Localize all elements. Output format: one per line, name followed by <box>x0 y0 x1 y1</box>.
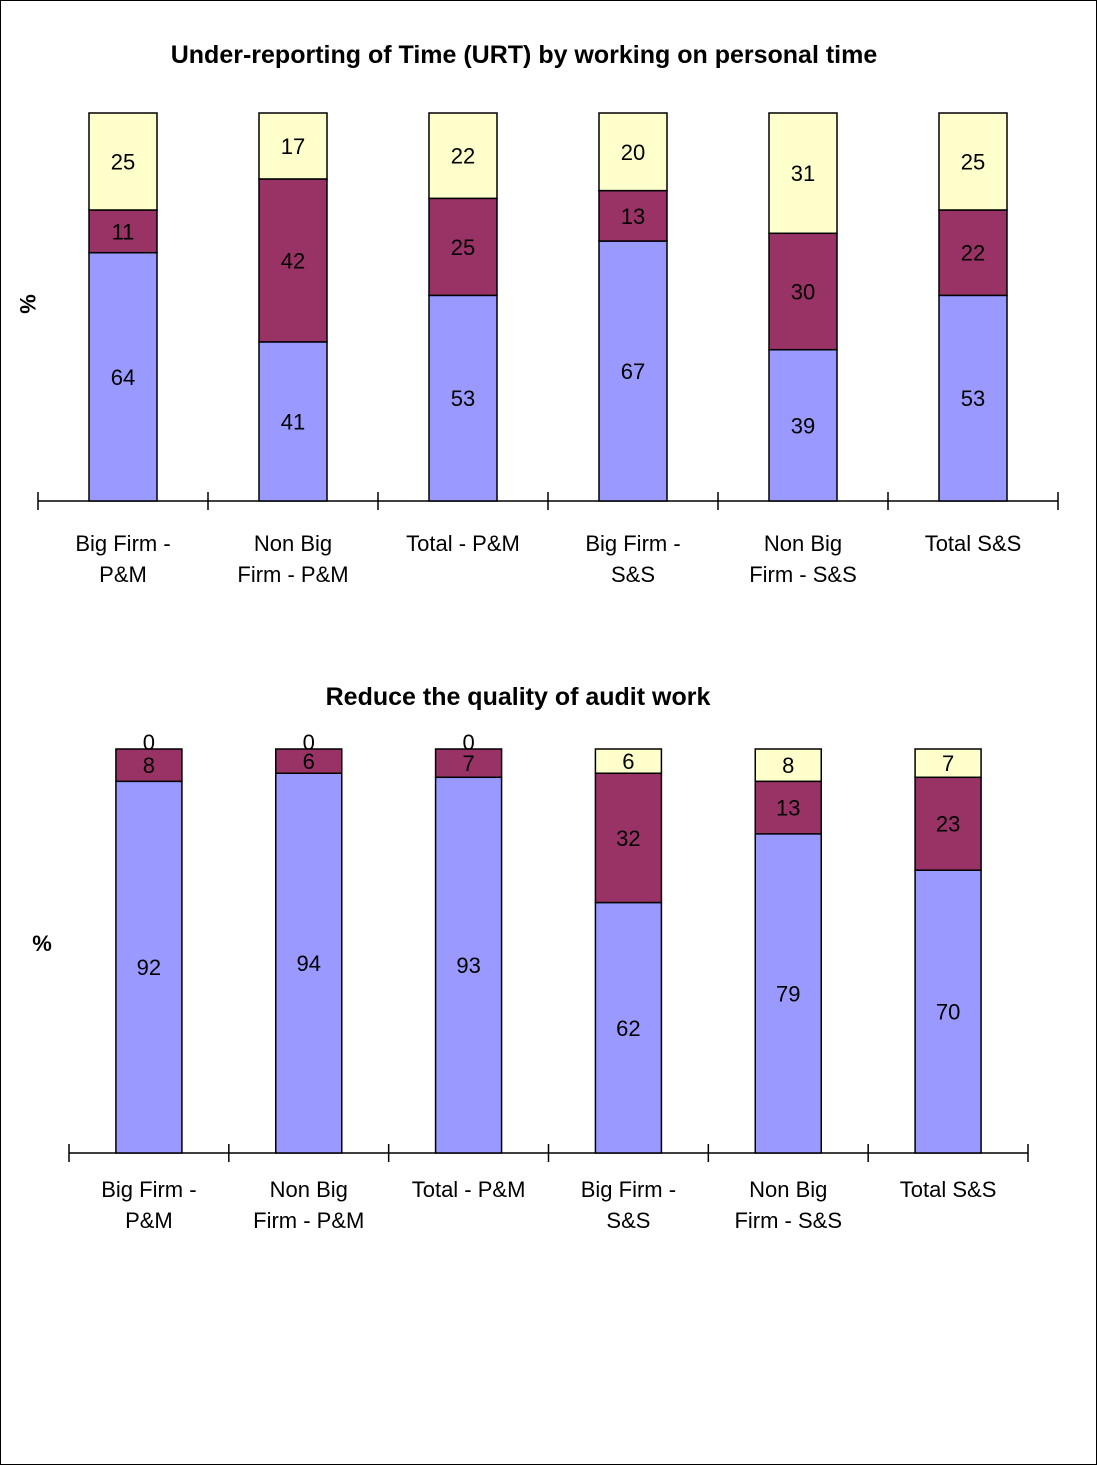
data-label: 0 <box>143 730 155 755</box>
bar-segment-yellow <box>914 748 982 779</box>
data-label: 53 <box>451 386 475 411</box>
bar-segment-blue <box>115 780 183 1154</box>
data-label: 32 <box>616 826 640 851</box>
data-label: 64 <box>111 365 135 390</box>
bar-segment-yellow <box>938 112 1008 211</box>
bar-segment-maroon <box>434 748 503 779</box>
bar-segment-yellow <box>428 112 498 200</box>
x-tick-label: Non Big Firm - S&S <box>734 1177 842 1233</box>
x-tick-label: Big Firm -P&M <box>75 531 170 587</box>
bar-segment-yellow <box>754 748 822 783</box>
data-label: 0 <box>462 730 474 755</box>
bar-segment-blue <box>275 772 343 1154</box>
data-label: 6 <box>622 749 634 774</box>
data-label: 22 <box>961 241 985 266</box>
bar-segment-blue <box>258 341 328 502</box>
bar-segment-blue <box>434 776 503 1154</box>
bar-segment-yellow <box>88 112 158 211</box>
x-tick-label: Total - P&M <box>406 531 520 556</box>
data-label: 6 <box>303 749 315 774</box>
data-label: 53 <box>961 386 985 411</box>
bar-segment-maroon <box>428 197 498 297</box>
data-label: 92 <box>137 955 161 980</box>
x-tick-label: Total S&S <box>925 531 1022 556</box>
data-label: 70 <box>936 1000 960 1025</box>
bar-segment-maroon <box>275 748 343 774</box>
bar-segment-blue <box>754 833 822 1154</box>
data-label: 67 <box>621 359 645 384</box>
chart-1-title: Under-reporting of Time (URT) by working… <box>171 41 878 69</box>
data-label: 30 <box>791 279 815 304</box>
chart-audit-quality: Reduce the quality of audit work % 9280B… <box>32 683 1029 1233</box>
bar-segment-maroon <box>88 209 158 254</box>
bar-segment-maroon <box>115 748 183 783</box>
bar-segment-maroon <box>754 780 822 835</box>
data-label: 25 <box>451 235 475 260</box>
x-tick-label: Big Firm -S&S <box>581 1177 676 1233</box>
x-tick-label: Total S&S <box>900 1177 997 1202</box>
bar-segment-blue <box>428 294 498 502</box>
data-label: 11 <box>112 219 135 244</box>
data-label: 93 <box>456 953 480 978</box>
data-label: 20 <box>621 140 645 165</box>
data-label: 13 <box>621 204 645 229</box>
chart-urt: Under-reporting of Time (URT) by working… <box>15 41 1059 587</box>
bar-segment-blue <box>938 294 1008 502</box>
bar-segment-yellow <box>768 112 838 235</box>
chart-1-ylabel: % <box>15 294 40 314</box>
x-tick-label: Non Big Firm - S&S <box>749 531 857 587</box>
bar-segment-blue <box>88 251 158 502</box>
data-label: 7 <box>942 751 954 776</box>
bar-segment-yellow <box>594 748 663 774</box>
data-label: 17 <box>281 134 305 159</box>
bar-segment-blue <box>598 240 668 502</box>
bar-segment-yellow <box>258 112 328 180</box>
data-label: 8 <box>782 753 794 778</box>
x-tick-label: Big Firm -P&M <box>101 1177 196 1233</box>
chart-2-title: Reduce the quality of audit work <box>326 683 711 711</box>
bar-segment-yellow <box>598 112 668 192</box>
data-label: 31 <box>791 161 815 186</box>
x-tick-label: Big Firm -S&S <box>585 531 680 587</box>
data-label: 94 <box>297 951 321 976</box>
x-tick-label: Non Big Firm - P&M <box>253 1177 364 1233</box>
x-tick-label: Total - P&M <box>412 1177 526 1202</box>
data-label: 0 <box>303 730 315 755</box>
data-label: 7 <box>462 751 474 776</box>
bar-segment-maroon <box>938 209 1008 297</box>
data-label: 22 <box>451 144 475 169</box>
data-label: 25 <box>111 150 135 175</box>
data-label: 42 <box>281 248 305 273</box>
data-label: 23 <box>936 812 960 837</box>
bar-segment-maroon <box>914 776 982 871</box>
x-tick-label: Non Big Firm - P&M <box>237 531 348 587</box>
chart-2-ylabel: % <box>32 931 52 956</box>
data-label: 39 <box>791 413 815 438</box>
data-label: 25 <box>961 150 985 175</box>
data-label: 79 <box>776 981 800 1006</box>
bar-segment-maroon <box>598 189 668 242</box>
data-label: 13 <box>776 796 800 821</box>
data-label: 8 <box>143 753 155 778</box>
data-label: 62 <box>616 1016 640 1041</box>
data-label: 41 <box>281 409 305 434</box>
bar-segment-maroon <box>594 772 663 904</box>
